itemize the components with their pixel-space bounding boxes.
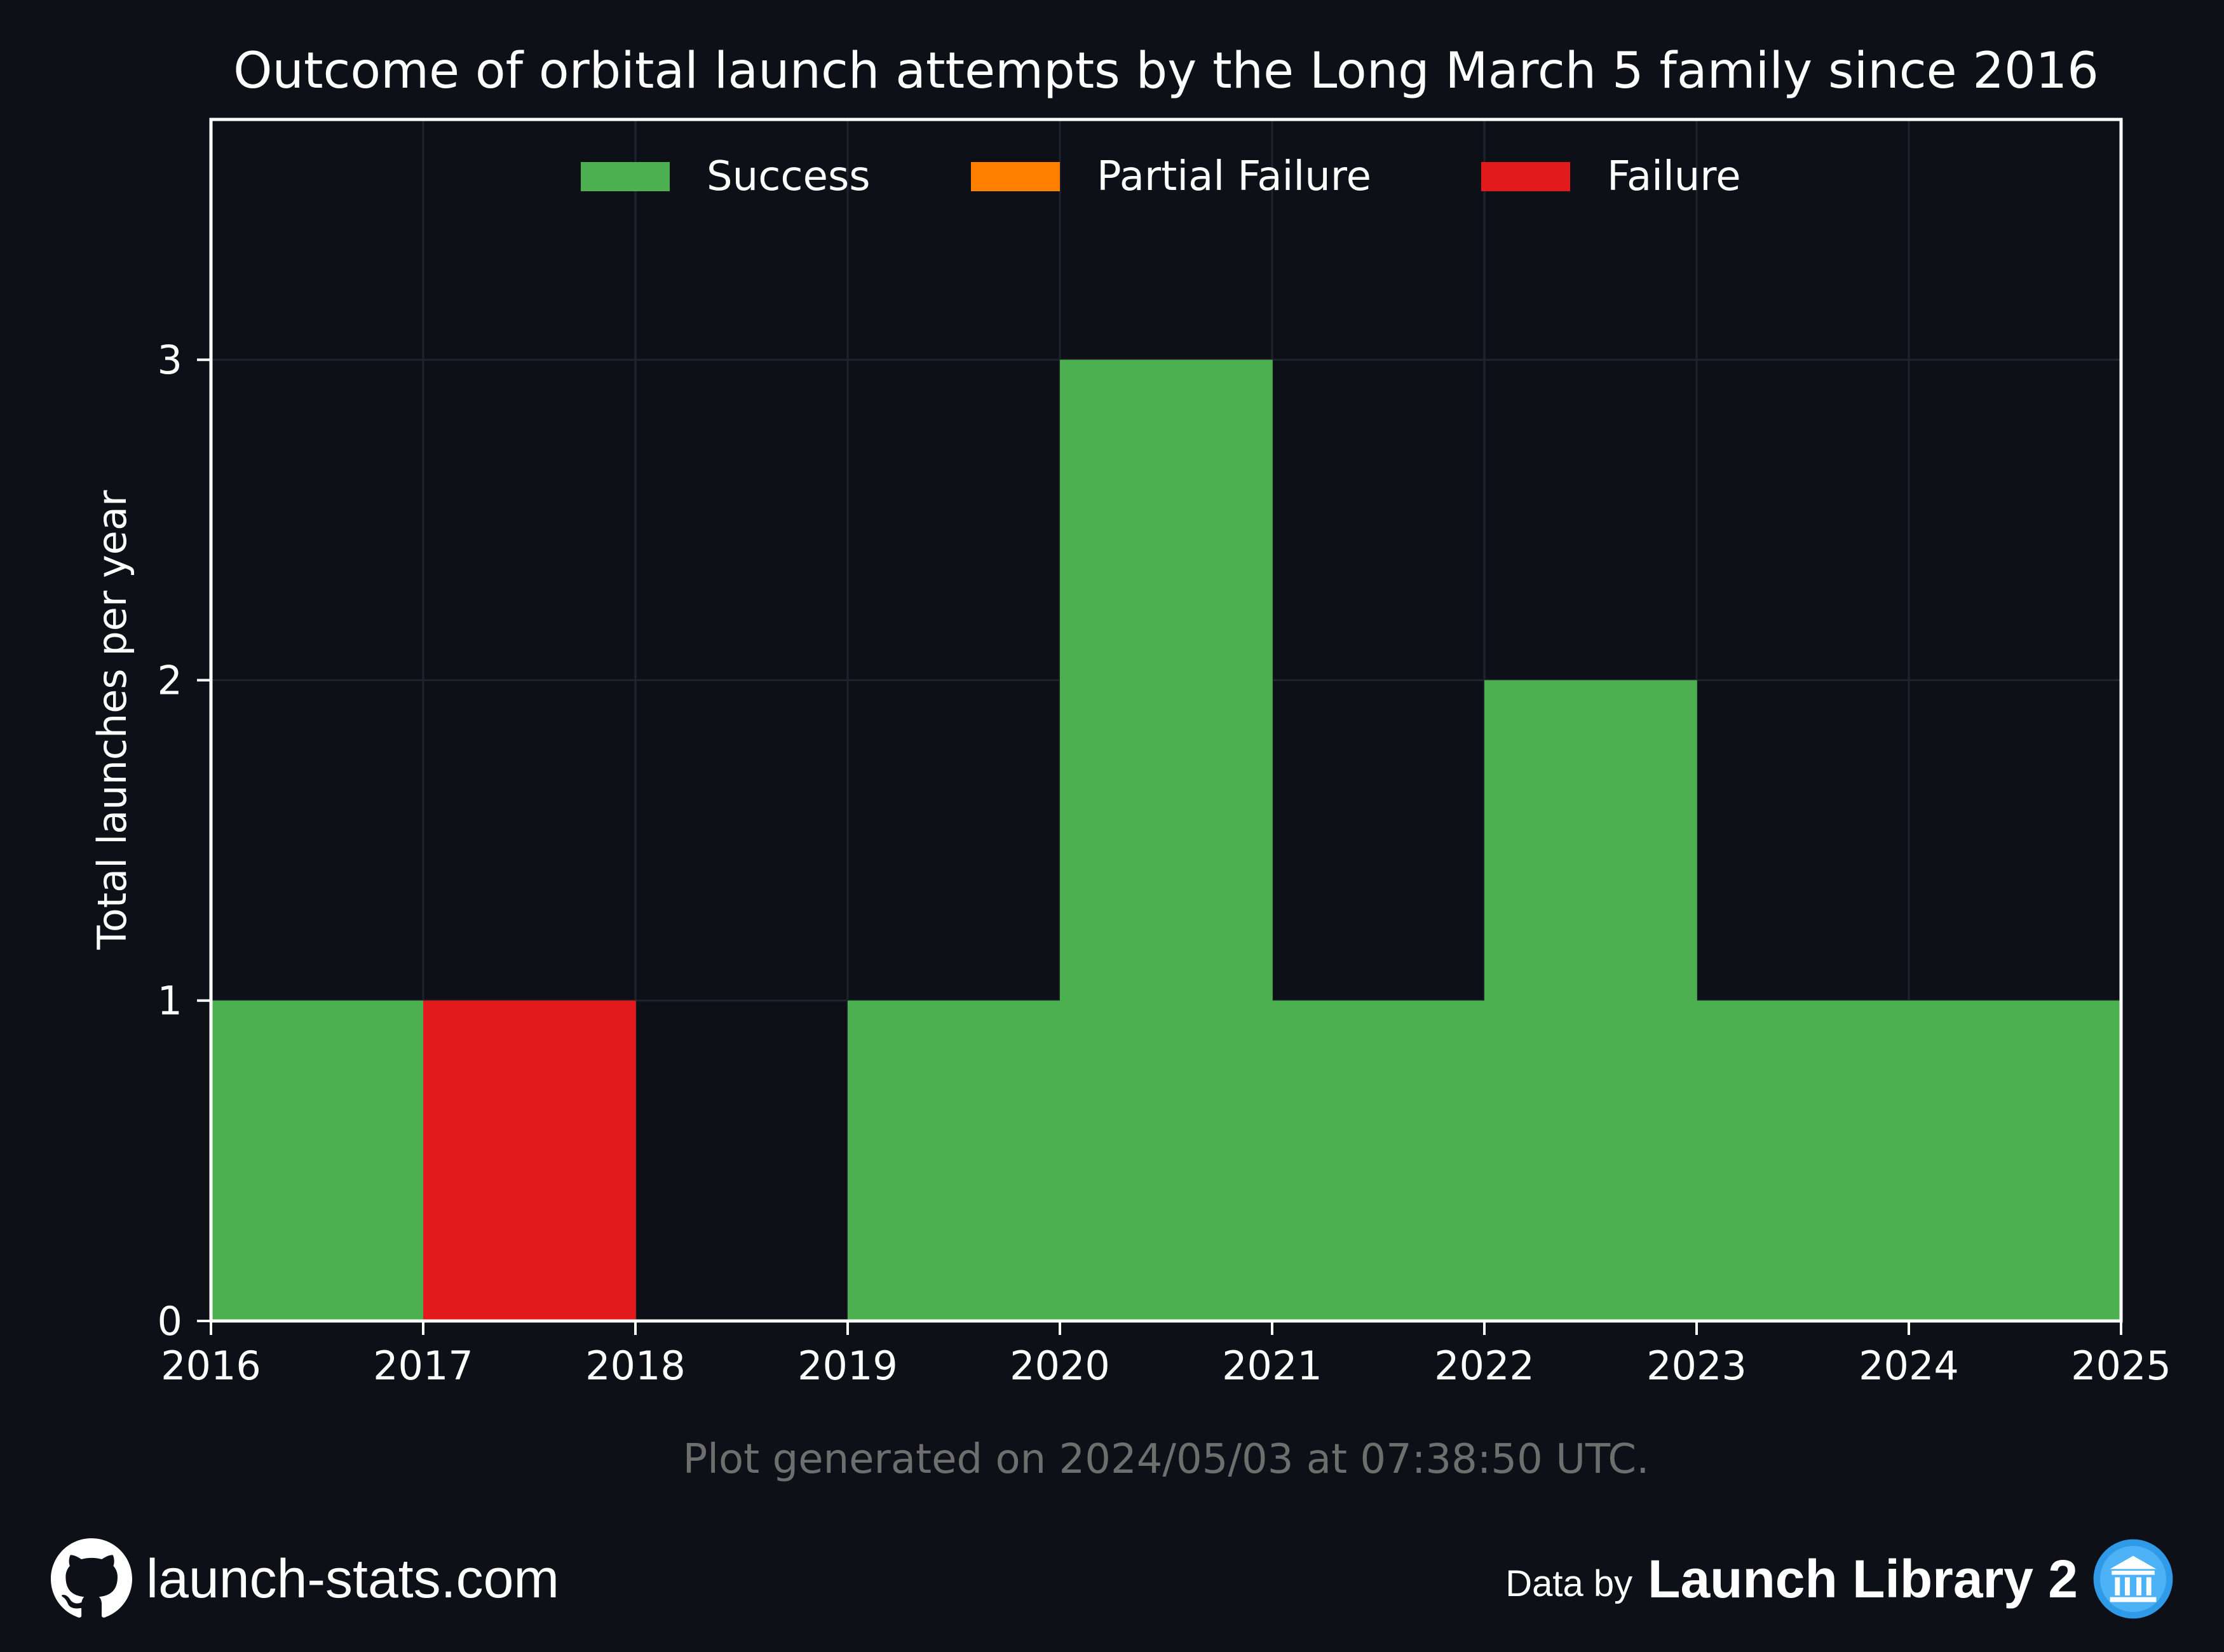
github-icon — [51, 1538, 132, 1618]
x-tick-label: 2023 — [1646, 1343, 1747, 1389]
x-tick-label: 2024 — [1859, 1343, 1959, 1389]
x-tick-label: 2020 — [1010, 1343, 1110, 1389]
legend: Success Partial Failure Failure — [581, 153, 1741, 200]
launch-library-link[interactable]: Launch Library 2 — [1648, 1548, 2078, 1609]
axis-ticks: 2016 2017 2018 2019 2020 2021 2022 2023 2024 2025… — [158, 337, 2171, 1389]
y-tick-label: 3 — [158, 337, 182, 383]
launch-library-logo-icon — [2093, 1539, 2173, 1619]
footer-site[interactable]: launch-stats.com — [51, 1534, 559, 1623]
x-tick-label: 2021 — [1222, 1343, 1322, 1389]
legend-swatch-success — [581, 162, 670, 191]
bar-success-2022 — [1484, 680, 1697, 1321]
chart: Outcome of orbital launch attempts by th… — [89, 43, 2171, 1483]
x-tick-label: 2016 — [161, 1343, 261, 1389]
x-tick-label: 2022 — [1434, 1343, 1535, 1389]
x-tick-label: 2019 — [797, 1343, 898, 1389]
site-link[interactable]: launch-stats.com — [146, 1548, 560, 1609]
legend-label-failure: Failure — [1607, 153, 1741, 200]
bars — [211, 360, 2122, 1322]
data-by-label: Data by — [1505, 1562, 1633, 1604]
legend-swatch-failure — [1481, 162, 1570, 191]
footer-data-credit[interactable]: Data by Launch Library 2 — [1505, 1534, 2174, 1623]
legend-swatch-partial-failure — [971, 162, 1060, 191]
y-tick-label: 1 — [158, 978, 182, 1024]
bar-success-2024 — [1909, 1000, 2122, 1321]
y-axis-label: Total launches per year — [89, 490, 135, 950]
bar-success-2020 — [1060, 360, 1273, 1322]
plot-frame — [209, 118, 2123, 1323]
chart-title: Outcome of orbital launch attempts by th… — [233, 43, 2099, 100]
x-tick-label: 2025 — [2071, 1343, 2171, 1389]
bar-success-2016 — [211, 1000, 424, 1321]
bar-success-2021 — [1272, 1000, 1485, 1321]
plot-generated-note: Plot generated on 2024/05/03 at 07:38:50… — [683, 1436, 1650, 1483]
legend-label-success: Success — [707, 153, 871, 200]
y-tick-label: 0 — [158, 1298, 182, 1344]
x-tick-label: 2018 — [585, 1343, 686, 1389]
x-tick-label: 2017 — [373, 1343, 473, 1389]
bar-success-2023 — [1697, 1000, 1909, 1321]
y-tick-label: 2 — [158, 657, 182, 703]
legend-label-partial-failure: Partial Failure — [1097, 153, 1371, 200]
bar-failure-2017 — [423, 1000, 636, 1321]
bar-success-2019 — [848, 1000, 1061, 1321]
